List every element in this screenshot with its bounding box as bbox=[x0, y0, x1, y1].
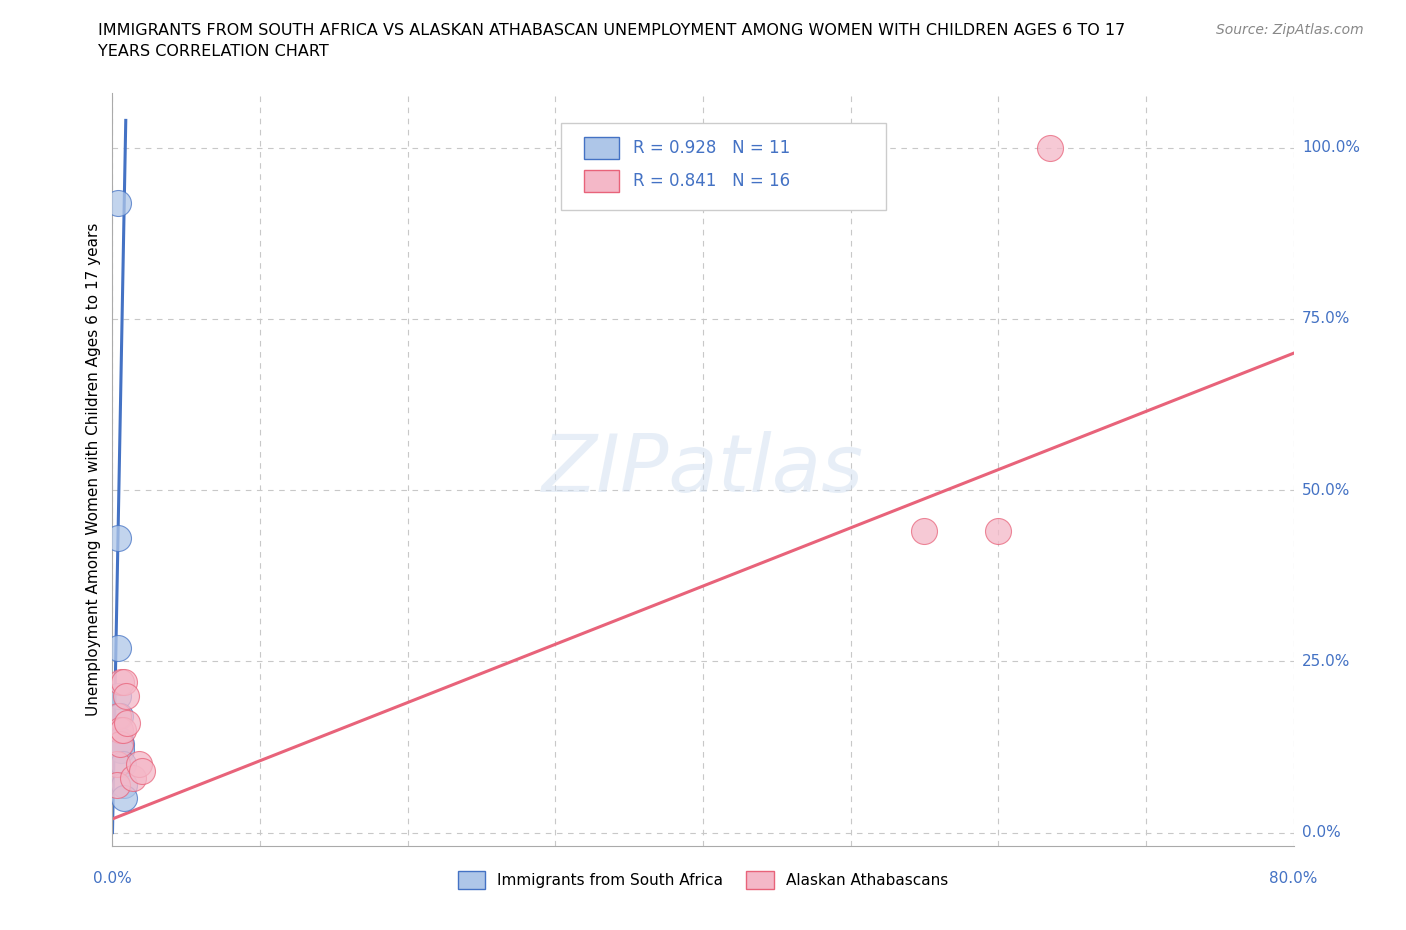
Point bbox=[122, 770, 145, 785]
Point bbox=[107, 709, 129, 724]
Point bbox=[112, 674, 135, 689]
Point bbox=[112, 790, 135, 805]
Text: ZIPatlas: ZIPatlas bbox=[541, 431, 865, 509]
Text: 80.0%: 80.0% bbox=[1270, 871, 1317, 886]
Point bbox=[117, 715, 138, 730]
Point bbox=[110, 743, 132, 758]
Point bbox=[107, 640, 129, 655]
Point bbox=[114, 688, 136, 703]
Point bbox=[108, 737, 131, 751]
Text: 100.0%: 100.0% bbox=[1302, 140, 1360, 155]
Point bbox=[108, 733, 131, 748]
Point bbox=[110, 674, 132, 689]
Text: IMMIGRANTS FROM SOUTH AFRICA VS ALASKAN ATHABASCAN UNEMPLOYMENT AMONG WOMEN WITH: IMMIGRANTS FROM SOUTH AFRICA VS ALASKAN … bbox=[98, 23, 1126, 38]
Text: R = 0.841   N = 16: R = 0.841 N = 16 bbox=[633, 172, 790, 190]
Y-axis label: Unemployment Among Women with Children Ages 6 to 17 years: Unemployment Among Women with Children A… bbox=[86, 223, 101, 716]
Point bbox=[110, 737, 132, 751]
Point bbox=[914, 524, 936, 538]
FancyBboxPatch shape bbox=[561, 123, 886, 210]
Point bbox=[111, 723, 134, 737]
Point bbox=[128, 757, 150, 772]
Point bbox=[105, 777, 128, 792]
Text: 75.0%: 75.0% bbox=[1302, 312, 1350, 326]
Text: 25.0%: 25.0% bbox=[1302, 654, 1350, 669]
Point bbox=[1039, 140, 1062, 155]
Point bbox=[131, 764, 153, 778]
FancyBboxPatch shape bbox=[583, 170, 619, 193]
Point bbox=[111, 757, 134, 772]
Point bbox=[107, 531, 129, 546]
Point bbox=[112, 777, 135, 792]
Point bbox=[108, 709, 131, 724]
Point bbox=[107, 195, 129, 210]
Text: 0.0%: 0.0% bbox=[93, 871, 132, 886]
Point bbox=[105, 757, 128, 772]
Point bbox=[107, 688, 129, 703]
Text: 50.0%: 50.0% bbox=[1302, 483, 1350, 498]
Text: R = 0.928   N = 11: R = 0.928 N = 11 bbox=[633, 139, 790, 157]
Text: Source: ZipAtlas.com: Source: ZipAtlas.com bbox=[1216, 23, 1364, 37]
Text: YEARS CORRELATION CHART: YEARS CORRELATION CHART bbox=[98, 44, 329, 59]
Legend: Immigrants from South Africa, Alaskan Athabascans: Immigrants from South Africa, Alaskan At… bbox=[451, 865, 955, 896]
Point bbox=[108, 723, 131, 737]
Point bbox=[987, 524, 1010, 538]
FancyBboxPatch shape bbox=[583, 137, 619, 159]
Text: 0.0%: 0.0% bbox=[1302, 825, 1340, 840]
